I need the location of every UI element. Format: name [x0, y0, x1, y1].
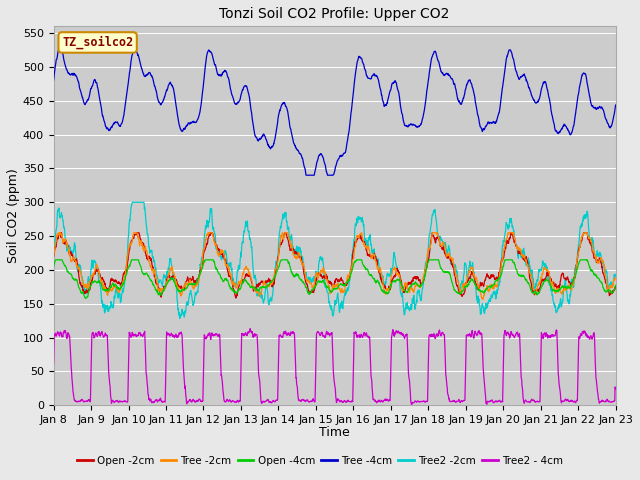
Title: Tonzi Soil CO2 Profile: Upper CO2: Tonzi Soil CO2 Profile: Upper CO2 [220, 7, 450, 21]
Legend: Open -2cm, Tree -2cm, Open -4cm, Tree -4cm, Tree2 -2cm, Tree2 - 4cm: Open -2cm, Tree -2cm, Open -4cm, Tree -4… [73, 452, 567, 470]
Y-axis label: Soil CO2 (ppm): Soil CO2 (ppm) [7, 168, 20, 263]
X-axis label: Time: Time [319, 426, 350, 440]
Text: TZ_soilco2: TZ_soilco2 [62, 36, 133, 49]
